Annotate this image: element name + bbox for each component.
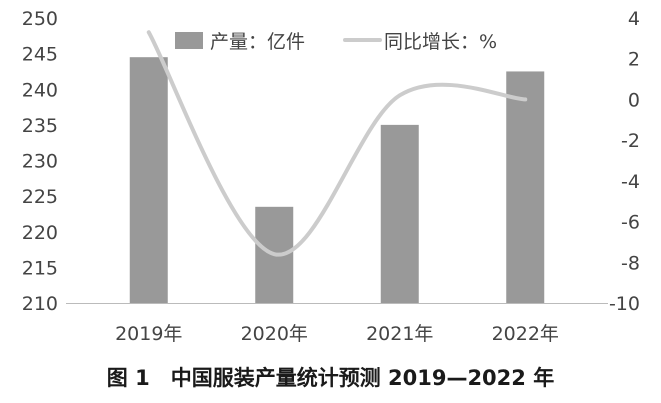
right-axis-ticks: -10 -8 -6 -4 -2 0 2 4 [609,8,640,315]
legend: 产量：亿件 同比增长：% [175,31,497,53]
chart-plot: 210 215 220 225 230 235 240 245 250 -10 -8 -6 -4 -2 0… [22,8,640,345]
left-tick-label: 225 [22,186,58,208]
left-tick-label: 230 [22,151,58,173]
right-tick-label: -4 [621,171,640,193]
x-tick-label: 2020年 [241,323,308,345]
bar [506,71,545,303]
bar-series [129,57,545,303]
growth-line [146,30,528,257]
right-tick-label: 4 [628,8,640,30]
left-tick-label: 215 [22,257,58,279]
figure-caption: 图 1 中国服装产量统计预测 2019—2022 年 [106,366,555,390]
x-axis-ticks: 2019年 2020年 2021年 2022年 [115,323,559,345]
left-tick-label: 235 [22,115,58,137]
legend-bar-swatch [175,32,203,49]
x-tick-label: 2022年 [492,323,559,345]
right-tick-label: -6 [621,212,640,234]
right-tick-label: -2 [621,130,640,152]
x-tick-label: 2021年 [366,323,433,345]
left-tick-label: 220 [22,222,58,244]
legend-bar-label: 产量：亿件 [210,31,305,53]
left-tick-label: 240 [22,79,58,101]
right-tick-label: 0 [628,89,640,111]
left-tick-label: 210 [22,293,58,315]
left-tick-label: 245 [22,44,58,66]
left-axis-ticks: 210 215 220 225 230 235 240 245 250 [22,8,58,315]
left-tick-label: 250 [22,8,58,30]
right-tick-label: -10 [609,293,640,315]
right-tick-label: -8 [621,252,640,274]
right-tick-label: 2 [628,49,640,71]
legend-line-label: 同比增长：% [384,31,497,53]
x-tick-label: 2019年 [115,323,182,345]
bar [380,124,419,303]
bar [129,57,168,303]
